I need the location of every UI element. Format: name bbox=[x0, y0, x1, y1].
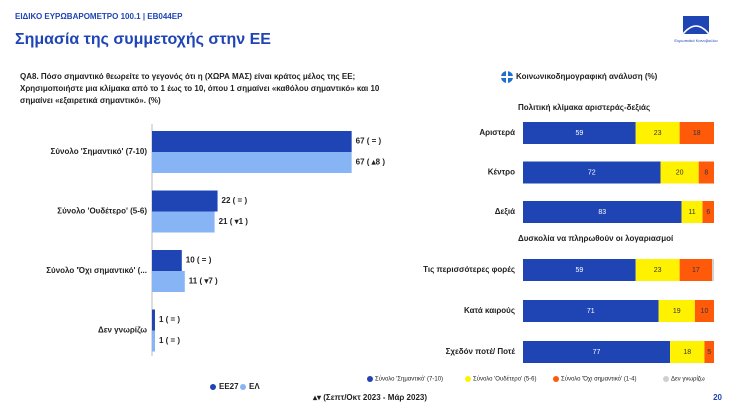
bar-segment bbox=[702, 201, 714, 223]
kicker: ΕΙΔΙΚΟ ΕΥΡΩΒΑΡΟΜΕΤΡΟ 100.1 | EB044EP bbox=[15, 12, 183, 21]
value-label: 5 bbox=[707, 349, 711, 356]
value-label: 20 bbox=[676, 169, 684, 176]
value-label: 67 ( = ) bbox=[356, 137, 382, 146]
value-label: 10 bbox=[701, 308, 709, 315]
category-label: Σχεδόν ποτέ/ Ποτέ bbox=[446, 347, 516, 356]
value-label: 59 bbox=[575, 130, 583, 137]
bar-segment bbox=[698, 161, 714, 184]
bar-segment bbox=[660, 161, 699, 184]
value-label: 72 bbox=[588, 169, 596, 176]
bar-segment bbox=[670, 341, 705, 363]
bar-segment bbox=[679, 122, 714, 144]
bar bbox=[152, 330, 155, 352]
value-label: 8 bbox=[704, 169, 708, 176]
page-number: 20 bbox=[713, 393, 722, 402]
bar bbox=[152, 131, 352, 152]
value-label: 18 bbox=[693, 130, 701, 137]
bar-segment bbox=[523, 259, 636, 281]
category-label: Σύνολο 'Σημαντικό' (7-10) bbox=[51, 147, 148, 156]
legend-label: Δεν γνωρίζω bbox=[671, 377, 705, 383]
bar bbox=[152, 152, 352, 173]
bar bbox=[152, 309, 155, 331]
legend-marker bbox=[663, 376, 669, 382]
category-label: Σύνολο 'Όχι σημαντικό' (... bbox=[46, 266, 147, 275]
value-label: 11 bbox=[688, 209, 695, 216]
bar bbox=[152, 211, 215, 233]
bar-segment bbox=[523, 201, 682, 223]
flag bbox=[501, 71, 513, 83]
bar bbox=[152, 190, 218, 212]
bar-segment bbox=[704, 341, 714, 363]
footnote: ▴▾ (Σεπτ/Οκτ 2023 - Μάρ 2023) bbox=[312, 393, 427, 402]
legend-label: Σύνολο 'Ουδέτερο' (5-6) bbox=[473, 376, 537, 383]
bar-segment bbox=[523, 161, 661, 184]
value-label: 22 ( = ) bbox=[222, 196, 248, 205]
legend-marker bbox=[553, 376, 559, 382]
group-title: Πολιτική κλίμακα αριστεράς-δεξιάς bbox=[518, 103, 650, 112]
value-label: 6 bbox=[706, 209, 710, 216]
bar-segment bbox=[694, 300, 714, 322]
legend-label: EE27 bbox=[219, 382, 239, 391]
category-label: Κατά καιρούς bbox=[464, 306, 515, 315]
bar-segment bbox=[712, 259, 714, 281]
legend-marker bbox=[367, 376, 373, 382]
value-label: 17 bbox=[692, 267, 700, 274]
question: QA8. Πόσο σημαντικό θεωρείτε το γεγονός … bbox=[20, 72, 380, 105]
legend-marker bbox=[240, 384, 246, 390]
bar-segment bbox=[635, 259, 680, 281]
legend-marker bbox=[210, 384, 216, 390]
bar-segment bbox=[635, 122, 680, 144]
right-title: Κοινωνικοδημογραφική ανάλυση (%) bbox=[516, 72, 658, 81]
category-label: Δεξιά bbox=[495, 207, 515, 216]
value-label: 23 bbox=[654, 267, 662, 274]
bar-segment bbox=[681, 201, 703, 223]
value-label: 19 bbox=[673, 308, 681, 315]
bar-segment bbox=[679, 259, 713, 281]
category-label: Κέντρο bbox=[488, 168, 515, 177]
value-label: 67 ( ▴8 ) bbox=[356, 158, 386, 167]
legend-label: Σύνολο 'Όχι σημαντικό' (1-4) bbox=[561, 376, 636, 383]
value-label: 1 ( = ) bbox=[159, 315, 180, 324]
value-label: 23 bbox=[654, 130, 662, 137]
bar-segment bbox=[523, 122, 636, 144]
page-title: Σημασία της συμμετοχής στην ΕΕ bbox=[15, 31, 271, 48]
bar-segment bbox=[523, 300, 659, 322]
legend-label: ΕΛ bbox=[249, 382, 260, 391]
value-label: 1 ( = ) bbox=[159, 336, 180, 345]
group-title: Δυσκολία να πληρωθούν οι λογαριασμοί bbox=[518, 234, 674, 243]
value-label: 11 ( ▾7 ) bbox=[189, 277, 218, 286]
value-label: 71 bbox=[587, 308, 595, 315]
value-label: 77 bbox=[593, 349, 601, 356]
logo bbox=[682, 16, 710, 35]
value-label: 10 ( = ) bbox=[186, 256, 212, 265]
bar-segment bbox=[658, 300, 695, 322]
category-label: Τις περισσότερες φορές bbox=[423, 265, 515, 274]
value-label: 59 bbox=[575, 267, 583, 274]
bar-segment bbox=[523, 341, 671, 363]
category-label: Δεν γνωρίζω bbox=[98, 326, 147, 335]
bar bbox=[152, 271, 185, 292]
category-label: Σύνολο 'Ουδέτερο' (5-6) bbox=[57, 207, 147, 216]
legend-marker bbox=[465, 376, 471, 382]
value-label: 18 bbox=[683, 349, 691, 356]
category-label: Αριστερά bbox=[479, 128, 515, 137]
legend-label: Σύνολο 'Σημαντικό' (7-10) bbox=[375, 376, 443, 383]
value-label: 83 bbox=[598, 209, 606, 216]
value-label: 21 ( ▾1 ) bbox=[219, 217, 249, 226]
bar bbox=[152, 250, 182, 271]
logo-text: Ευρωπαϊκό Κοινοβούλιο bbox=[674, 38, 718, 43]
